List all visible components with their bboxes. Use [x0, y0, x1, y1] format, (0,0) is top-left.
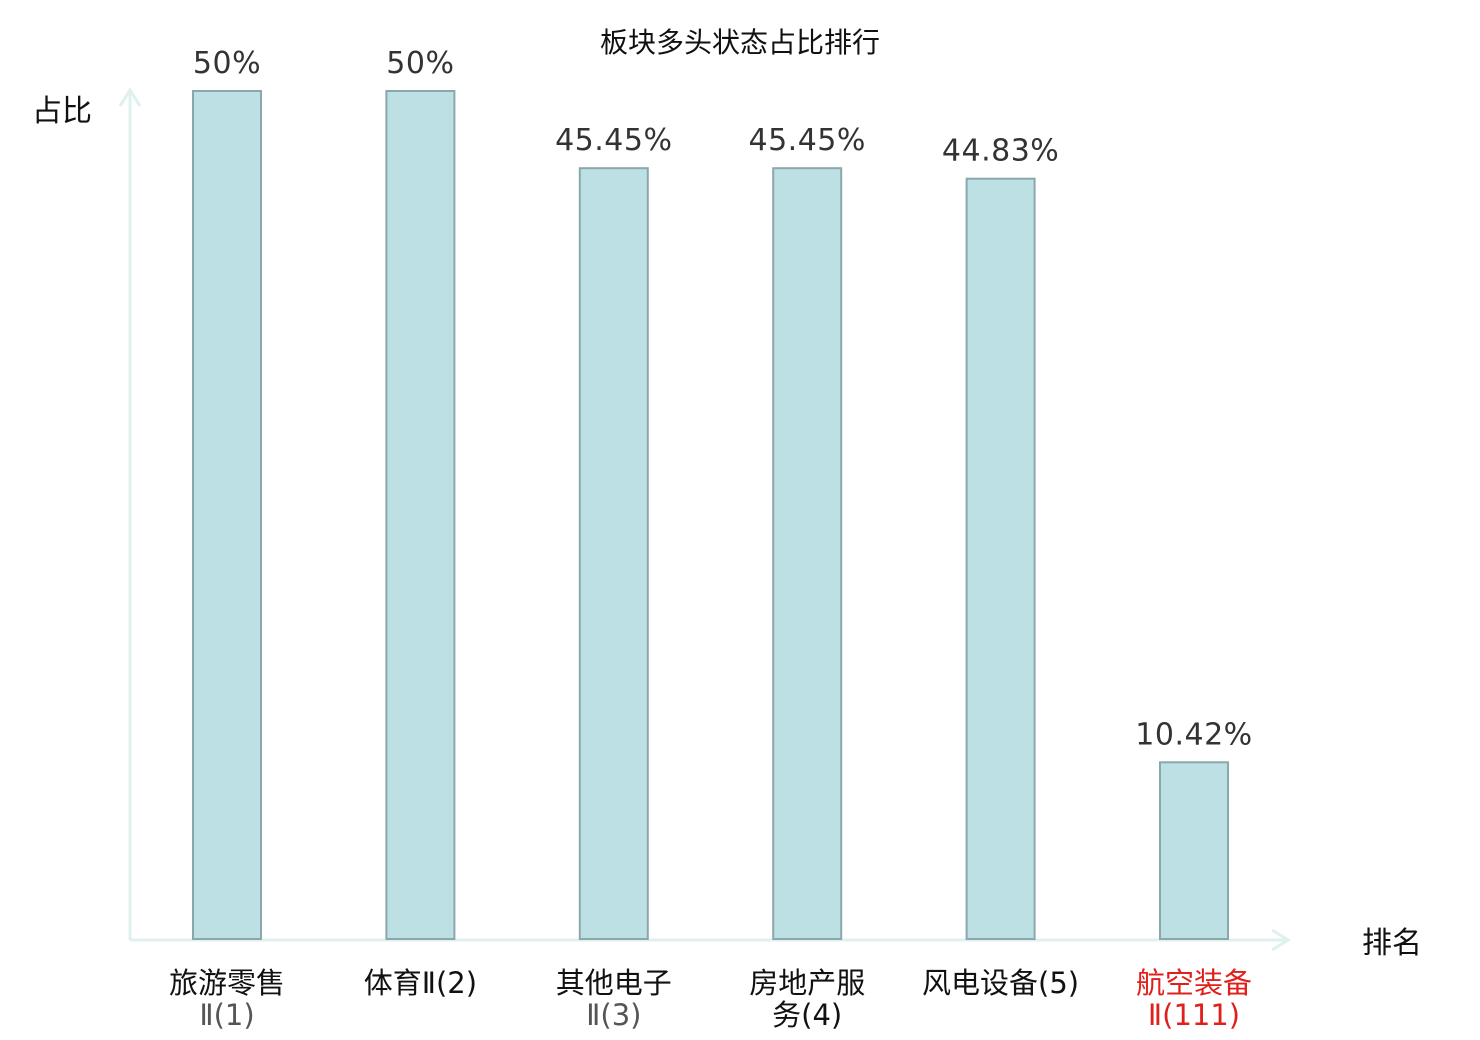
category-label: 房地产服 — [749, 966, 865, 1000]
value-labels: 50% 50% 45.45% 45.45% 44.83% 10.42% — [193, 46, 1252, 752]
bar-value-label: 44.83% — [942, 134, 1059, 169]
category-label-line2: Ⅱ(3) — [586, 998, 641, 1032]
bar-value-label: 10.42% — [1135, 717, 1252, 752]
category-label-line2: Ⅱ(1) — [199, 998, 254, 1032]
x-axis-label: 排名 — [1362, 926, 1422, 961]
bar-series — [192, 90, 1229, 940]
bar — [772, 167, 843, 940]
category-label: 其他电子 — [556, 966, 672, 1000]
bar — [965, 177, 1036, 940]
x-axis-arrow-icon — [1271, 928, 1291, 952]
chart-title: 板块多头状态占比排行 — [600, 26, 880, 59]
category-label-line2: 务(4) — [772, 998, 842, 1032]
bar — [192, 90, 262, 940]
category-label: 风电设备(5) — [922, 966, 1079, 1000]
y-axis-arrow-icon — [118, 87, 142, 107]
bar-value-label: 50% — [386, 46, 454, 81]
bar — [1159, 761, 1229, 940]
category-label: 旅游零售 — [169, 966, 285, 1000]
category-label: 航空装备 — [1136, 966, 1252, 1000]
category-label-line2: Ⅱ(111) — [1148, 998, 1240, 1032]
bar — [578, 167, 649, 940]
bar-value-label: 45.45% — [749, 123, 866, 158]
bar-value-label: 45.45% — [555, 123, 672, 158]
bar-value-label: 50% — [193, 46, 261, 81]
bar — [385, 90, 456, 940]
y-axis-label: 占比 — [32, 94, 92, 129]
category-label: 体育Ⅱ(2) — [364, 966, 477, 1000]
